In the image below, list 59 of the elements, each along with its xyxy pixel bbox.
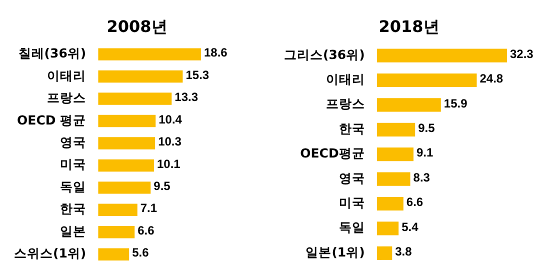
y-tick-label: 프랑스	[47, 90, 86, 106]
y-tick-label: 스위스(1위)	[14, 246, 86, 261]
data-label: 15.3	[186, 68, 210, 82]
y-tick-label: 한국	[338, 120, 365, 136]
bar	[376, 148, 414, 162]
chart-title: 2018년	[378, 16, 440, 36]
bar	[376, 172, 410, 186]
y-tick-label: 미국	[60, 156, 86, 172]
bar	[98, 114, 156, 128]
data-label: 15.9	[444, 96, 468, 110]
data-label: 10.1	[156, 156, 181, 171]
data-label: 9.1	[416, 146, 434, 160]
y-tick-label: 일본(1위)	[306, 244, 365, 260]
y-tick-label: 그리스(36위)	[284, 46, 365, 62]
data-label: 13.3	[174, 90, 198, 104]
bar	[98, 248, 130, 260]
bar	[376, 196, 404, 211]
bar	[376, 222, 399, 236]
bar	[98, 182, 151, 194]
data-label: 5.4	[402, 220, 419, 234]
data-label: 9.5	[418, 120, 436, 135]
data-label: 10.4	[158, 112, 182, 126]
y-tick-label: 이태리	[326, 72, 365, 86]
data-label: 24.8	[480, 72, 504, 86]
data-label: 3.8	[395, 244, 412, 258]
data-label: 9.5	[154, 179, 171, 194]
bar	[98, 226, 135, 238]
bar	[98, 159, 154, 172]
bar	[98, 137, 156, 150]
y-tick-label: 미국	[338, 195, 365, 210]
data-label: 6.6	[138, 223, 155, 238]
data-label: 10.3	[158, 134, 182, 149]
y-tick-label: 이태리	[47, 68, 86, 83]
data-label: 7.1	[140, 201, 158, 216]
y-tick-label: 영국	[338, 170, 365, 186]
y-tick-label: 한국	[60, 201, 86, 216]
y-tick-label: 독일	[60, 178, 86, 194]
bar	[376, 73, 477, 88]
y-tick-label: OECD평균	[300, 146, 365, 161]
bar	[98, 92, 172, 105]
data-label: 6.6	[406, 195, 424, 210]
y-tick-label: OECD 평균	[17, 112, 86, 128]
data-label: 18.6	[204, 46, 228, 60]
y-tick-label: 프랑스	[326, 96, 365, 112]
bar	[376, 98, 441, 112]
y-tick-label: 일본	[60, 223, 86, 238]
bar	[98, 48, 201, 60]
data-label: 8.3	[413, 170, 430, 184]
bar	[98, 204, 138, 216]
bar	[376, 122, 416, 136]
chart-title: 2008년	[106, 16, 168, 36]
data-label: 5.6	[132, 246, 150, 260]
y-tick-label: 영국	[60, 134, 86, 150]
y-tick-label: 칠레(36위)	[18, 46, 86, 61]
y-tick-label: 독일	[338, 220, 365, 235]
bar	[376, 48, 507, 62]
data-label: 32.3	[510, 46, 534, 61]
bar	[98, 70, 183, 83]
bar	[376, 246, 392, 260]
